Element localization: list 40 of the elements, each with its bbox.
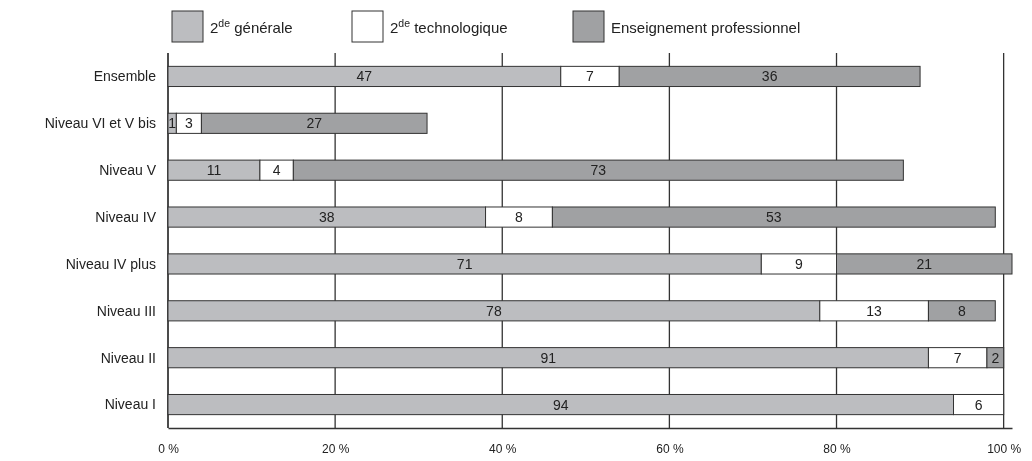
x-tick-label: 60 %	[656, 441, 684, 456]
data-label: 1	[168, 115, 177, 132]
x-tick-label: 100 %	[987, 441, 1022, 456]
data-label: 27	[306, 115, 323, 132]
data-label: 13	[866, 302, 883, 319]
data-label: 21	[916, 255, 933, 272]
y-tick-label: Ensemble	[93, 68, 157, 85]
y-tick-label: Niveau VI et V bis	[44, 115, 156, 132]
y-tick-label: Niveau III	[96, 302, 156, 319]
data-label: 11	[206, 162, 222, 179]
y-tick-label: Niveau V	[99, 162, 157, 179]
y-tick-label: Niveau I	[104, 396, 156, 413]
x-tick-label: 0 %	[158, 441, 180, 456]
y-tick-label: Niveau II	[100, 349, 156, 366]
data-label: 8	[957, 302, 966, 319]
data-label: 94	[552, 396, 569, 413]
data-label: 78	[486, 302, 502, 319]
data-label: 47	[356, 68, 373, 85]
x-tick-label: 40 %	[489, 441, 517, 456]
data-label: 7	[586, 68, 595, 85]
data-label: 7	[953, 349, 962, 366]
data-label: 38	[318, 209, 335, 226]
data-label: 4	[272, 162, 281, 179]
y-tick-label: Niveau IV	[95, 208, 157, 225]
data-label: 53	[766, 209, 782, 226]
data-label: 6	[974, 396, 983, 413]
data-label: 8	[515, 209, 524, 226]
data-label: 73	[590, 162, 607, 179]
data-label: 36	[761, 68, 778, 85]
data-label: 91	[540, 349, 557, 366]
legend-label: Enseignement professionnel	[611, 18, 801, 36]
data-label: 2	[991, 349, 1000, 366]
x-tick-label: 20 %	[321, 441, 350, 456]
y-tick-label: Niveau IV plus	[65, 255, 156, 272]
legend-label: 2$^{de}$ technologique	[390, 16, 508, 36]
data-label: 71	[456, 255, 473, 272]
data-label: 3	[184, 115, 193, 132]
data-label: 9	[795, 255, 804, 272]
x-tick-label: 80 %	[823, 441, 852, 456]
legend-label: 2$^{de}$ générale	[210, 16, 293, 36]
